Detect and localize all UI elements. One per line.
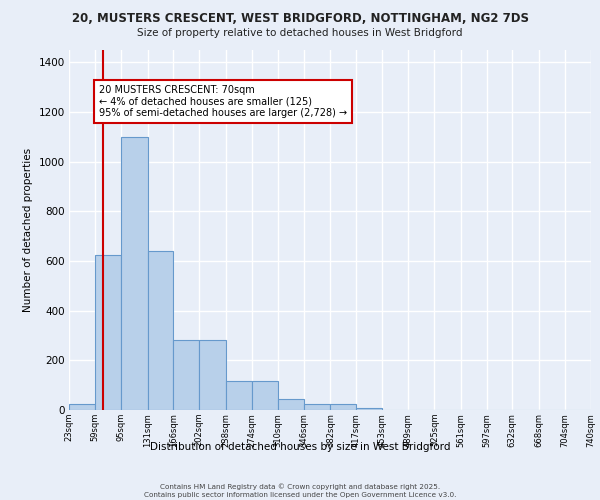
Text: 20, MUSTERS CRESCENT, WEST BRIDGFORD, NOTTINGHAM, NG2 7DS: 20, MUSTERS CRESCENT, WEST BRIDGFORD, NO… bbox=[71, 12, 529, 26]
Text: 20 MUSTERS CRESCENT: 70sqm
← 4% of detached houses are smaller (125)
95% of semi: 20 MUSTERS CRESCENT: 70sqm ← 4% of detac… bbox=[99, 85, 347, 118]
Text: Size of property relative to detached houses in West Bridgford: Size of property relative to detached ho… bbox=[137, 28, 463, 38]
Text: Contains HM Land Registry data © Crown copyright and database right 2025.
Contai: Contains HM Land Registry data © Crown c… bbox=[144, 484, 456, 498]
Bar bbox=[121, 137, 148, 410]
Bar bbox=[148, 251, 173, 410]
Bar bbox=[331, 404, 356, 410]
Bar bbox=[199, 340, 226, 410]
Bar bbox=[356, 408, 382, 410]
Bar bbox=[173, 340, 199, 410]
Bar bbox=[69, 404, 95, 410]
Text: Distribution of detached houses by size in West Bridgford: Distribution of detached houses by size … bbox=[150, 442, 450, 452]
Bar bbox=[95, 255, 121, 410]
Bar bbox=[278, 399, 304, 410]
Bar bbox=[226, 382, 252, 410]
Bar bbox=[304, 404, 331, 410]
Y-axis label: Number of detached properties: Number of detached properties bbox=[23, 148, 33, 312]
Bar bbox=[252, 382, 278, 410]
